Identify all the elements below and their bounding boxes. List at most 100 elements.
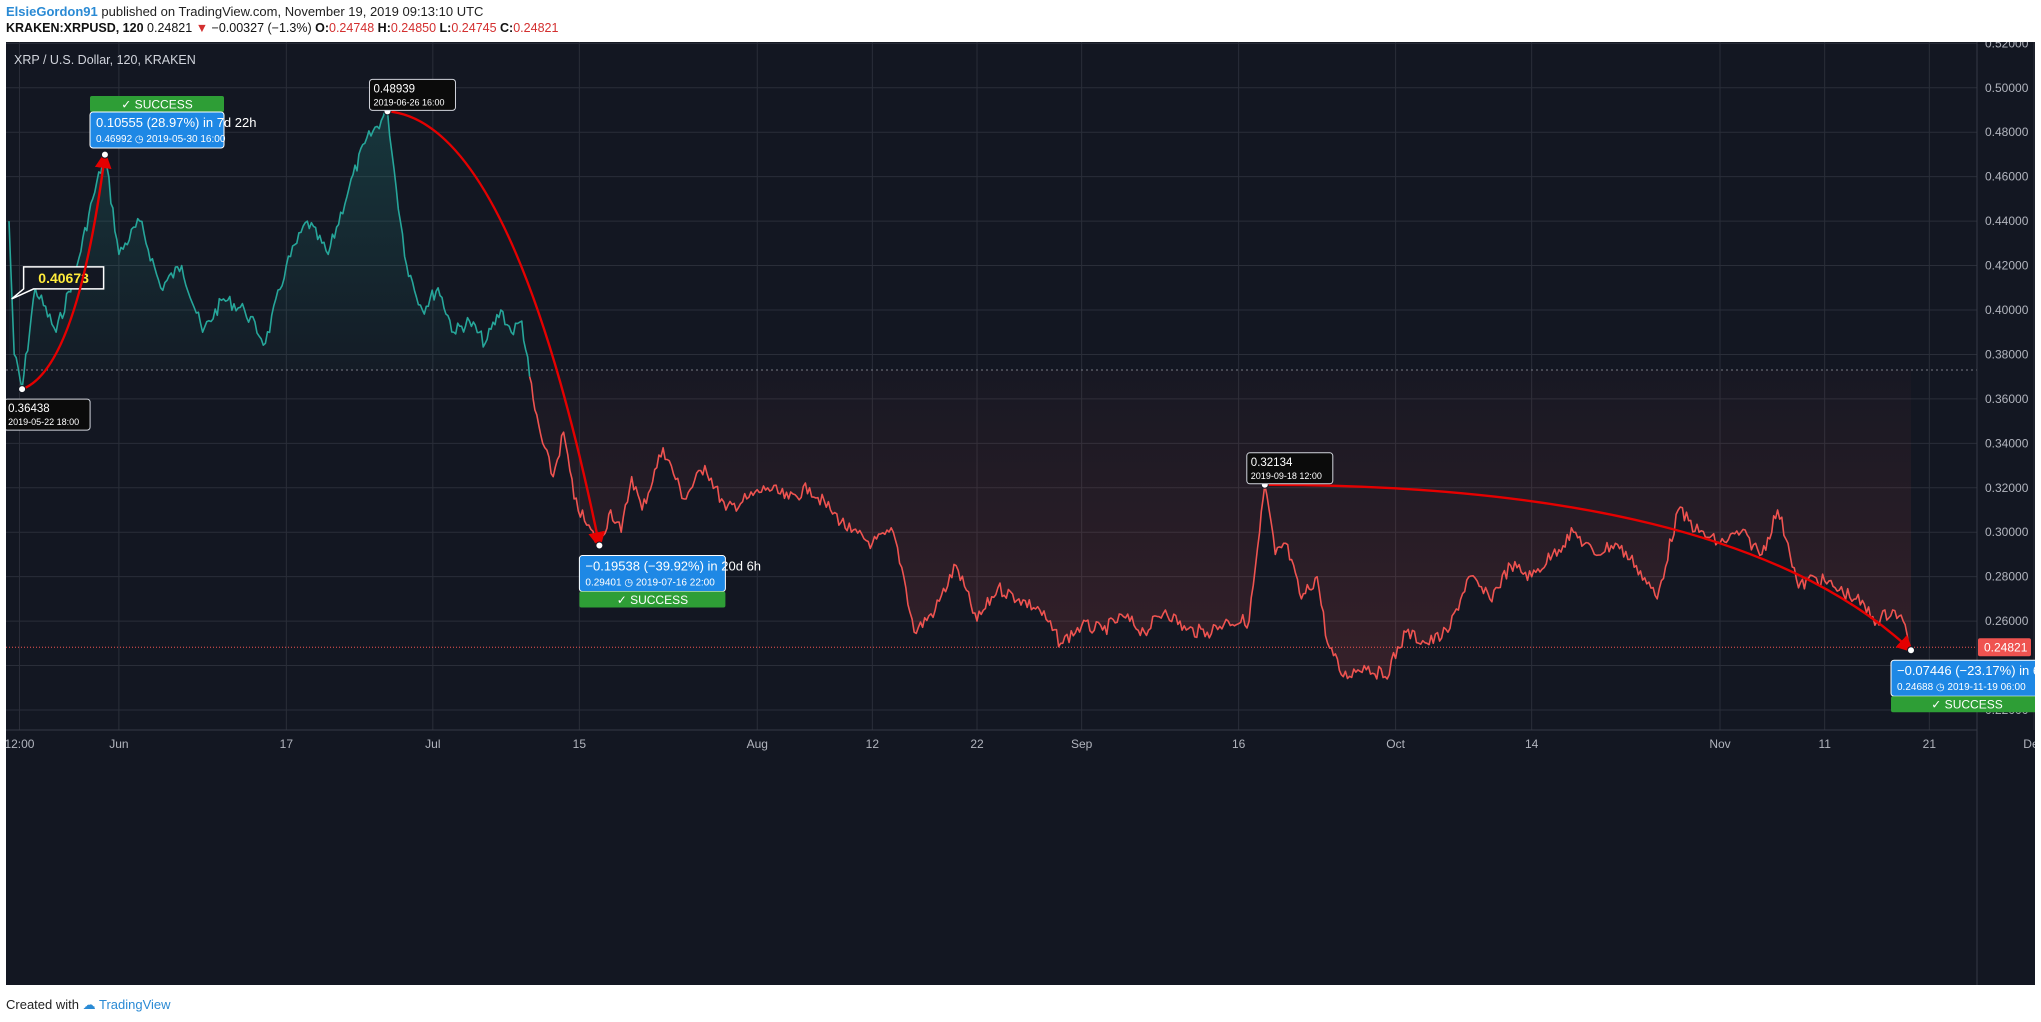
y-tick-label: 0.30000 [1985, 525, 2029, 539]
y-tick-label: 0.48000 [1985, 125, 2029, 139]
close-label: C: [500, 21, 514, 35]
pivot-price: 0.32134 [1251, 457, 1293, 469]
y-tick-label: 0.52000 [1985, 42, 2029, 50]
x-tick-label: Jun [109, 737, 128, 751]
y-tick-label: 0.46000 [1985, 170, 2029, 184]
success-badge-bg [579, 591, 726, 608]
y-tick-label: 0.36000 [1985, 392, 2029, 406]
down-triangle-icon: ▼ [195, 21, 209, 35]
y-tick-label: 0.32000 [1985, 481, 2029, 495]
callout-box [11, 266, 105, 300]
result-main: −0.19538 (−39.92%) in 20d 6h [585, 559, 761, 574]
measure-result: 0.10555 (28.97%) in 7d 22h 0.46992 ◷ 2019… [89, 111, 256, 149]
result-detail: 0.29401 ◷ 2019-07-16 22:00 [585, 578, 715, 589]
price-change: −0.00327 (−1.3%) [211, 21, 312, 35]
pivot-price: 0.48939 [373, 83, 415, 95]
up-area-fill [9, 108, 530, 389]
x-tick-label: 14 [1525, 737, 1539, 751]
x-tick-label: 12 [866, 737, 880, 751]
success-badge-label: ✓ SUCCESS [1931, 698, 2002, 712]
y-tick-label: 0.38000 [1985, 347, 2029, 361]
x-tick-label: 16 [1232, 737, 1246, 751]
pivot-price: 0.36438 [8, 403, 50, 415]
price-date-label: 0.36438 2019-05-22 18:00 [6, 398, 91, 431]
publish-info: ElsieGordon91 published on TradingView.c… [6, 4, 483, 19]
result-detail: 0.46992 ◷ 2019-05-30 16:00 [96, 134, 226, 145]
success-badge: ✓ SUCCESS [1891, 696, 2035, 713]
ohlc-line: KRAKEN:XRPUSD, 120 0.24821 ▼ −0.00327 (−… [6, 21, 558, 35]
x-tick-label: 21 [1923, 737, 1937, 751]
price-date-box [1246, 452, 1334, 485]
success-badge-label: ✓ SUCCESS [121, 98, 192, 112]
pivot-dot [100, 150, 109, 159]
x-tick-label: 12:00 [6, 737, 35, 751]
area-fills [9, 108, 1911, 679]
price-date-box [6, 398, 91, 431]
pivot-dot [18, 385, 27, 394]
pivot-dot [1907, 646, 1916, 655]
high-label: H: [377, 21, 391, 35]
down-series-line [528, 376, 1912, 680]
price-series [6, 108, 1977, 680]
y-tick-label: 0.26000 [1985, 614, 2029, 628]
high-value: 0.24850 [390, 21, 437, 35]
measure-result: −0.19538 (−39.92%) in 20d 6h 0.29401 ◷ 20… [578, 555, 761, 593]
up-series-line [8, 108, 531, 390]
y-tick-label: 0.42000 [1985, 259, 2029, 273]
chart-title: XRP / U.S. Dollar, 120, KRAKEN [14, 53, 196, 67]
result-main: 0.10555 (28.97%) in 7d 22h [96, 115, 256, 130]
open-value: 0.24748 [329, 21, 375, 35]
y-tick-label: 0.34000 [1985, 436, 2029, 450]
pivot-date: 2019-06-26 16:00 [373, 97, 444, 107]
price-date-label: 0.48939 2019-06-26 16:00 [368, 78, 456, 111]
published-text: published on TradingView.com, November 1… [101, 4, 484, 19]
last-price: 0.24821 [147, 21, 193, 35]
price-chart[interactable]: 0.52000 0.50000 0.48000 0.46000 0.44000 0.420… [6, 42, 2035, 985]
price-date-label: 0.32134 2019-09-18 12:00 [1246, 452, 1334, 485]
down-area-fill [529, 370, 1911, 679]
created-with-label: Created with [6, 997, 79, 1012]
result-box [89, 111, 225, 149]
x-axis: 12:00 Jun 17 Jul 15 Aug 12 22 Sep 16 Oct 14 Nov 11 21 D… [6, 729, 2035, 751]
open-label: O: [315, 21, 329, 35]
result-detail: 0.24688 ◷ 2019-11-19 06:00 [1897, 682, 2026, 693]
pivot-date: 2019-09-18 12:00 [1251, 471, 1322, 481]
success-badge: ✓ SUCCESS [90, 96, 224, 112]
pivot-date: 2019-05-22 18:00 [8, 417, 79, 427]
x-tick-label: 11 [1818, 737, 1831, 751]
x-tick-label: Aug [747, 737, 768, 751]
success-badge-bg [90, 96, 224, 112]
result-main: −0.07446 (−23.17%) in 61d 18h [1897, 663, 2035, 678]
pivot-dot [595, 541, 604, 550]
success-badge-bg [1891, 696, 2035, 713]
x-tick-label: Oct [1386, 737, 1405, 751]
x-tick-label: Jul [425, 737, 440, 751]
price-date-box [368, 78, 456, 111]
footer: Created with ☁ TradingView [6, 997, 171, 1013]
callout-value: 0.40673 [38, 270, 89, 286]
forecast-arrow [387, 110, 605, 549]
author-link[interactable]: ElsieGordon91 [6, 4, 98, 19]
y-tick-label: 0.44000 [1985, 214, 2029, 228]
x-tick-label: Nov [1709, 737, 1730, 751]
tradingview-link[interactable]: TradingView [99, 997, 171, 1012]
tradingview-logo-icon: ☁ [82, 997, 96, 1012]
forecast-arrow [21, 151, 112, 391]
low-value: 0.24745 [451, 21, 497, 35]
x-tick-label: 15 [573, 737, 587, 751]
measure-result: −0.07446 (−23.17%) in 61d 18h 0.24688 ◷ 2… [1890, 659, 2035, 697]
x-tick-label: Sep [1071, 737, 1093, 751]
low-label: L: [439, 21, 452, 35]
x-tick-label: Dec [2023, 737, 2035, 751]
x-tick-label: 17 [280, 737, 294, 751]
forecast-arrow [1264, 483, 1914, 653]
y-tick-label: 0.40000 [1985, 303, 2029, 317]
symbol-label: KRAKEN:XRPUSD, 120 [6, 21, 144, 35]
y-axis: 0.52000 0.50000 0.48000 0.46000 0.44000 0.420… [1976, 42, 2031, 985]
close-value: 0.24821 [513, 21, 559, 35]
success-badge-label: ✓ SUCCESS [617, 593, 688, 607]
y-tick-label: 0.50000 [1985, 81, 2029, 95]
current-price-tag [1978, 638, 2031, 657]
y-tick-label: 0.28000 [1985, 570, 2029, 584]
